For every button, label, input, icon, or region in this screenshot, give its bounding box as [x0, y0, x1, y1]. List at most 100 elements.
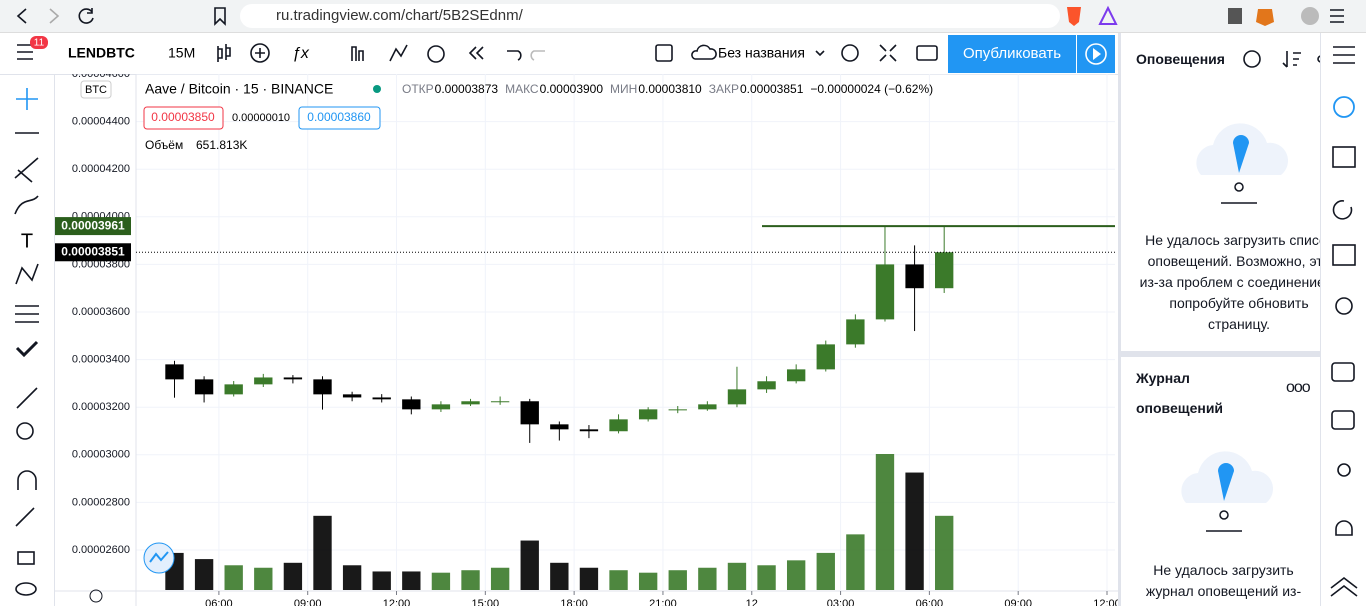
watchlist[interactable]: [1333, 46, 1355, 64]
settings[interactable]: [841, 44, 859, 62]
financials[interactable]: [389, 44, 408, 62]
alert[interactable]: [427, 45, 445, 63]
text-tool[interactable]: T: [21, 230, 33, 252]
publish-button[interactable]: Опубликовать: [948, 35, 1076, 73]
candle-body: [490, 401, 510, 403]
metamask-icon[interactable]: [1256, 9, 1274, 26]
axis-settings[interactable]: [89, 589, 103, 603]
play-button[interactable]: [1077, 35, 1115, 73]
last-price-tag: [55, 243, 131, 262]
brush[interactable]: [14, 195, 39, 215]
calendar[interactable]: [1332, 244, 1356, 266]
messages[interactable]: [1331, 410, 1355, 430]
pitchfork[interactable]: [14, 157, 39, 183]
address-bar[interactable]: ru.tradingview.com/chart/5B2SEdnm/: [240, 4, 1060, 28]
ideas[interactable]: [1335, 297, 1353, 315]
volume-bar: [609, 570, 628, 590]
cloud[interactable]: [691, 44, 717, 60]
bookmark[interactable]: [214, 7, 226, 26]
bid: 0.00003850: [151, 110, 215, 124]
log-more[interactable]: ooo: [1286, 379, 1311, 396]
ask-box[interactable]: [298, 106, 381, 130]
volume-bar: [905, 472, 924, 590]
replay[interactable]: [468, 46, 484, 60]
dropdown[interactable]: [815, 50, 825, 57]
x-tick-label: 15:00: [472, 598, 500, 606]
interval[interactable]: 15M: [168, 45, 195, 61]
readout-label: ОТКР: [402, 82, 434, 96]
pin: [1218, 463, 1234, 501]
profile[interactable]: [1301, 7, 1319, 25]
ext-icon[interactable]: [1228, 8, 1242, 24]
volume-bar: [846, 534, 865, 590]
indicators-icon[interactable]: ƒx: [292, 45, 310, 62]
ext-icon[interactable]: [1098, 5, 1118, 25]
brave-icon[interactable]: [1067, 7, 1081, 26]
hline-tag: [55, 217, 131, 236]
reload[interactable]: [78, 8, 94, 24]
menu[interactable]: [1330, 9, 1344, 23]
alerts-title: Оповещения: [1136, 51, 1225, 67]
ruler[interactable]: [16, 387, 38, 409]
volume-bar: [224, 565, 243, 590]
browser-nav: [16, 7, 226, 26]
prediction[interactable]: [15, 305, 39, 323]
measure-check[interactable]: [15, 340, 39, 358]
play-circle: [1085, 43, 1107, 65]
volume-bar: [757, 565, 776, 590]
chart-type[interactable]: [217, 44, 231, 62]
volume-bar: [727, 562, 747, 590]
chart: BTC Aave / Bitcoin · 15 · BINANCE ОТКР 0.…: [55, 74, 1118, 606]
dot: [1234, 182, 1244, 192]
pattern[interactable]: [15, 263, 39, 285]
fullscreen[interactable]: [879, 44, 897, 62]
compare[interactable]: [250, 43, 270, 63]
candle-body: [165, 364, 184, 380]
bid-box[interactable]: [143, 106, 224, 130]
readout-value: 0.00003873: [435, 82, 499, 96]
x-tick-label: 21:00: [649, 598, 677, 606]
y-tick-label: 0.00004200: [72, 163, 130, 175]
lock[interactable]: [17, 551, 35, 565]
drawing-tools: T: [14, 88, 39, 596]
add-alert[interactable]: [1243, 50, 1261, 68]
readout: ОТКР 0.00003873 МАКС 0.00003900 МИН 0.0000381…: [402, 82, 933, 96]
layout-name[interactable]: Без названия: [718, 45, 805, 61]
symbol[interactable]: LENDBTC: [68, 45, 135, 61]
notifications[interactable]: [1335, 520, 1353, 536]
forward[interactable]: [49, 8, 60, 24]
menu[interactable]: [17, 44, 33, 60]
magnet[interactable]: [17, 470, 37, 490]
alerts-tab[interactable]: [1333, 96, 1355, 118]
hotlists[interactable]: [1332, 200, 1353, 220]
snapshot[interactable]: [916, 45, 938, 61]
volume-bar: [283, 562, 303, 590]
zoom[interactable]: [16, 422, 34, 440]
templates[interactable]: [351, 46, 364, 61]
candle-body: [461, 401, 480, 405]
y-tick-label: 0.00003800: [72, 258, 130, 270]
streams[interactable]: [1337, 463, 1351, 477]
data-window[interactable]: [1332, 146, 1356, 168]
candle-body: [254, 377, 273, 385]
lock-drawings[interactable]: [15, 507, 35, 527]
toolbar-icons: 11 LENDBTC 15M ƒx Без названия: [17, 36, 938, 63]
extensions: [1067, 5, 1344, 26]
layout[interactable]: [655, 44, 673, 62]
plus: [255, 48, 265, 58]
alerts-message: Не удалось загрузить список оповещений. …: [1139, 232, 1323, 332]
crosshair[interactable]: [16, 88, 38, 110]
y-tick-label: 0.00002800: [72, 496, 130, 508]
undo[interactable]: [507, 50, 522, 61]
candle-body: [609, 419, 628, 432]
collapse[interactable]: [1330, 576, 1358, 597]
chart-title: Aave / Bitcoin · 15 · BINANCE: [145, 81, 333, 97]
sort[interactable]: [1282, 51, 1301, 68]
status-dot: [373, 85, 381, 93]
chats[interactable]: [1331, 362, 1355, 382]
candle-body: [816, 344, 835, 370]
visibility[interactable]: [15, 582, 37, 596]
back[interactable]: [16, 8, 27, 24]
volume-bar: [313, 515, 332, 590]
